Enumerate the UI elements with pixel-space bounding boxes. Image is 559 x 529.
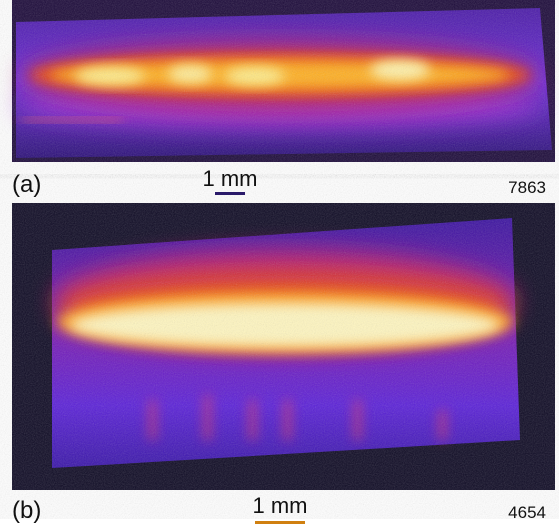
scale-label: 1 mm bbox=[203, 166, 258, 191]
scale-bar bbox=[215, 192, 245, 195]
frame-number: 7863 bbox=[508, 178, 546, 197]
panel-label: (a) bbox=[12, 171, 41, 198]
thermal-image-a bbox=[12, 0, 555, 162]
scale-bar bbox=[255, 521, 305, 524]
scale-label: 1 mm bbox=[253, 493, 308, 518]
frame-number: 4654 bbox=[508, 503, 546, 522]
thermal-image-b bbox=[12, 203, 555, 490]
panel-label: (b) bbox=[12, 497, 41, 524]
